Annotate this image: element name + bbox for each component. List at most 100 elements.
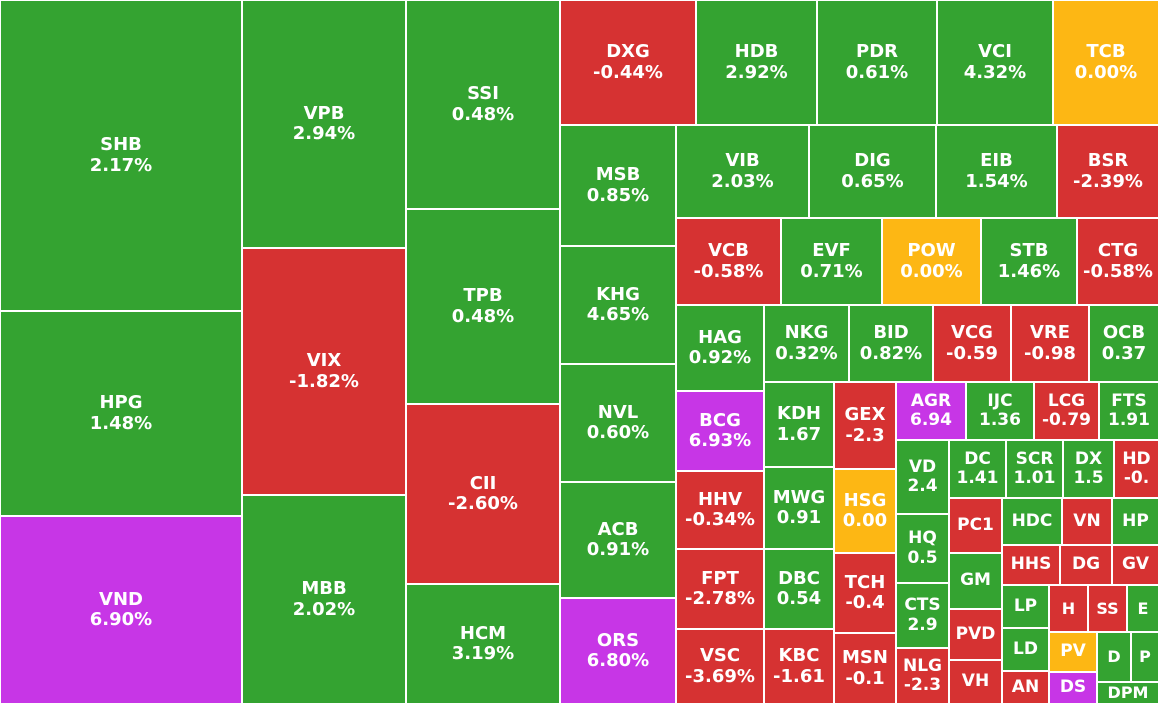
treemap-tile-vsc[interactable]: VSC -3.69% (676, 629, 764, 704)
treemap-tile-cii[interactable]: CII -2.60% (406, 404, 560, 584)
tile-symbol: FTS (1111, 390, 1147, 411)
tile-change: -2.78% (685, 588, 755, 609)
treemap-tile-pow[interactable]: POW 0.00% (882, 218, 981, 305)
treemap-tile-lcg[interactable]: LCG -0.79 (1034, 382, 1099, 440)
tile-change: 4.32% (963, 61, 1027, 83)
treemap-tile-khg[interactable]: KHG 4.65% (560, 246, 676, 364)
treemap-tile-nkg[interactable]: NKG 0.32% (764, 305, 849, 382)
treemap-tile-eib[interactable]: EIB 1.54% (936, 125, 1057, 218)
treemap-tile-nlg[interactable]: NLG -2.3 (896, 648, 949, 704)
treemap-tile-tpb[interactable]: TPB 0.48% (406, 209, 560, 404)
treemap-tile-hq[interactable]: HQ 0.5 (896, 514, 949, 583)
treemap-tile-ocb[interactable]: OCB 0.37 (1089, 305, 1159, 382)
tile-change: 1.67 (776, 423, 822, 445)
treemap-tile-dbc[interactable]: DBC 0.54 (764, 549, 834, 629)
treemap-tile-vib[interactable]: VIB 2.03% (676, 125, 809, 218)
treemap-tile-evf[interactable]: EVF 0.71% (781, 218, 882, 305)
treemap-tile-vn[interactable]: VN (1062, 498, 1112, 545)
treemap-tile-hdb[interactable]: HDB 2.92% (696, 0, 817, 125)
tile-symbol: OCB (1102, 322, 1146, 344)
treemap-tile-agr[interactable]: AGR 6.94 (896, 382, 966, 440)
treemap-tile-hd[interactable]: HD -0. (1114, 440, 1159, 498)
treemap-tile-vci[interactable]: VCI 4.32% (937, 0, 1053, 125)
treemap-tile-pc1[interactable]: PC1 (949, 498, 1002, 553)
treemap-tile-dxg[interactable]: DXG -0.44% (560, 0, 696, 125)
treemap-tile-bcg[interactable]: BCG 6.93% (676, 391, 764, 471)
treemap-tile-msn[interactable]: MSN -0.1 (834, 633, 896, 704)
tile-symbol: BCG (699, 409, 741, 431)
treemap-tile-ijc[interactable]: IJC 1.36 (966, 382, 1034, 440)
tile-change: 0.65% (841, 170, 904, 192)
tile-change: -1.82% (289, 370, 359, 392)
treemap-tile-p[interactable]: P (1131, 632, 1159, 682)
treemap-tile-mwg[interactable]: MWG 0.91 (764, 467, 834, 549)
treemap-tile-ds[interactable]: DS (1049, 672, 1097, 704)
tile-symbol: VND (99, 588, 143, 610)
treemap-tile-cts[interactable]: CTS 2.9 (896, 583, 949, 648)
treemap-tile-pdr[interactable]: PDR 0.61% (817, 0, 937, 125)
treemap-tile-vre[interactable]: VRE -0.98 (1011, 305, 1089, 382)
treemap-tile-pvd[interactable]: PVD (949, 609, 1002, 660)
tile-symbol: NVL (597, 401, 639, 423)
treemap-tile-gv[interactable]: GV (1112, 545, 1159, 585)
treemap-tile-hhs[interactable]: HHS (1002, 545, 1060, 585)
treemap-tile-mbb[interactable]: MBB 2.02% (242, 495, 406, 704)
treemap-tile-bsr[interactable]: BSR -2.39% (1057, 125, 1159, 218)
treemap-tile-hpg[interactable]: HPG 1.48% (0, 311, 242, 516)
treemap-tile-vix[interactable]: VIX -1.82% (242, 248, 406, 495)
treemap-tile-vh[interactable]: VH (949, 660, 1002, 704)
tile-symbol: HHS (1010, 554, 1052, 575)
treemap-tile-vcg[interactable]: VCG -0.59 (933, 305, 1011, 382)
treemap-tile-scr[interactable]: SCR 1.01 (1006, 440, 1063, 498)
treemap-tile-dc[interactable]: DC 1.41 (949, 440, 1006, 498)
treemap-tile-nvl[interactable]: NVL 0.60% (560, 364, 676, 482)
treemap-tile-h[interactable]: H (1049, 585, 1088, 632)
treemap-tile-vnd[interactable]: VND 6.90% (0, 516, 242, 704)
treemap-tile-dig[interactable]: DIG 0.65% (809, 125, 936, 218)
tile-change: -0. (1123, 468, 1150, 488)
treemap-tile-tch[interactable]: TCH -0.4 (834, 553, 896, 633)
treemap-tile-ors[interactable]: ORS 6.80% (560, 598, 676, 704)
treemap-tile-hp[interactable]: HP (1112, 498, 1159, 545)
tile-symbol: EIB (980, 150, 1013, 172)
treemap-tile-msb[interactable]: MSB 0.85% (560, 125, 676, 246)
treemap-tile-ssi[interactable]: SSI 0.48% (406, 0, 560, 209)
tile-change: 1.91 (1108, 410, 1150, 430)
treemap-tile-hsg[interactable]: HSG 0.00 (834, 469, 896, 553)
treemap-tile-fts[interactable]: FTS 1.91 (1099, 382, 1159, 440)
treemap-tile-hag[interactable]: HAG 0.92% (676, 305, 764, 391)
treemap-tile-d[interactable]: D (1097, 632, 1131, 682)
tile-symbol: D (1107, 647, 1121, 667)
treemap-tile-hdc[interactable]: HDC (1002, 498, 1062, 545)
treemap-tile-pv[interactable]: PV (1049, 632, 1097, 672)
treemap-tile-lp[interactable]: LP (1002, 585, 1049, 628)
treemap-tile-e[interactable]: E (1127, 585, 1159, 632)
treemap-tile-ss[interactable]: SS (1088, 585, 1127, 632)
treemap-tile-shb[interactable]: SHB 2.17% (0, 0, 242, 311)
treemap-tile-vpb[interactable]: VPB 2.94% (242, 0, 406, 248)
treemap-tile-ld[interactable]: LD (1002, 628, 1049, 671)
treemap-tile-vd[interactable]: VD 2.4 (896, 440, 949, 514)
treemap-tile-kdh[interactable]: KDH 1.67 (764, 382, 834, 467)
treemap-tile-vcb[interactable]: VCB -0.58% (676, 218, 781, 305)
tile-symbol: HD (1122, 448, 1151, 469)
treemap-tile-kbc[interactable]: KBC -1.61 (764, 629, 834, 704)
treemap-tile-an[interactable]: AN (1002, 671, 1049, 704)
treemap-tile-hcm[interactable]: HCM 3.19% (406, 584, 560, 704)
treemap-tile-dx[interactable]: DX 1.5 (1063, 440, 1114, 498)
treemap-tile-tcb[interactable]: TCB 0.00% (1053, 0, 1159, 125)
tile-change: 0.00 (842, 510, 888, 531)
treemap-tile-stb[interactable]: STB 1.46% (981, 218, 1077, 305)
treemap-tile-acb[interactable]: ACB 0.91% (560, 482, 676, 598)
tile-change: 1.48% (89, 412, 153, 434)
treemap-tile-gm[interactable]: GM (949, 553, 1002, 609)
treemap-tile-ctg[interactable]: CTG -0.58% (1077, 218, 1159, 305)
treemap-tile-dpm[interactable]: DPM (1097, 682, 1159, 704)
tile-change: 6.90% (89, 609, 153, 630)
treemap-tile-gex[interactable]: GEX -2.3 (834, 382, 896, 469)
tile-change: 2.4 (907, 476, 938, 496)
treemap-tile-dg[interactable]: DG (1060, 545, 1112, 585)
treemap-tile-hhv[interactable]: HHV -0.34% (676, 471, 764, 549)
treemap-tile-fpt[interactable]: FPT -2.78% (676, 549, 764, 629)
treemap-tile-bid[interactable]: BID 0.82% (849, 305, 933, 382)
